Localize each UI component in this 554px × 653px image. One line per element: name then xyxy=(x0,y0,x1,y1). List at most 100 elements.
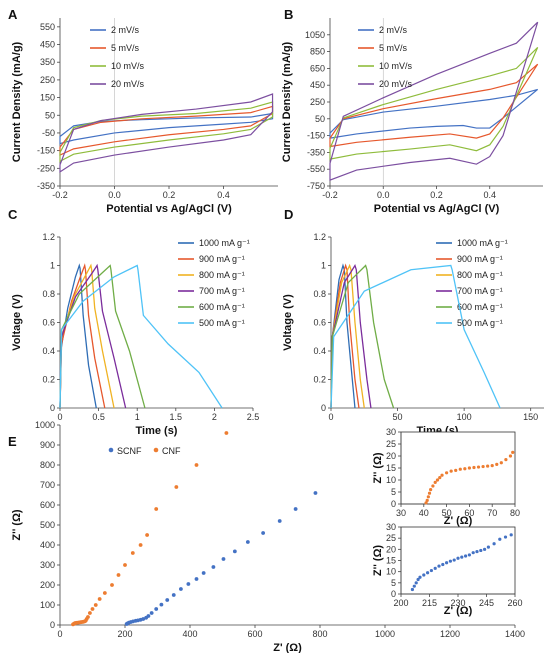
x-axis-title: Z' (Ω) xyxy=(444,605,473,617)
data-point-cnf xyxy=(93,603,98,607)
legend-label: 900 mA g⁻¹ xyxy=(457,254,503,264)
plot-frame xyxy=(400,526,516,595)
x-tick-label: 2 xyxy=(212,412,217,422)
cv-curve-3 xyxy=(329,21,539,181)
y-tick-label: 0.6 xyxy=(42,318,55,328)
x-tick-label: 60 xyxy=(464,508,474,518)
gcd-curve-5 xyxy=(59,264,223,409)
data-point-scnf xyxy=(221,557,226,561)
y-tick-label: 350 xyxy=(40,57,55,67)
y-tick-label: 850 xyxy=(310,47,325,57)
data-point-cnf xyxy=(138,543,143,547)
x-tick-label: 1000 xyxy=(375,629,395,639)
y-tick-label: 0.4 xyxy=(42,346,55,356)
x-axis-title: Potential vs Ag/AgCl (V) xyxy=(374,203,500,215)
y-tick-label: -750 xyxy=(307,181,325,191)
legend-label: 2 mV/s xyxy=(379,25,408,35)
data-point-scnf xyxy=(194,577,199,581)
x-tick-label: 0.0 xyxy=(377,190,390,200)
data-point-cnf xyxy=(194,463,199,467)
inset-data-point xyxy=(418,575,422,579)
y-tick-label: 5 xyxy=(391,578,396,588)
inset-data-point xyxy=(414,581,418,585)
y-tick-label: -350 xyxy=(307,147,325,157)
x-axis-title: Z' (Ω) xyxy=(444,515,473,527)
legend-marker xyxy=(108,447,114,453)
x-tick-label: 0.2 xyxy=(430,190,443,200)
data-point-cnf xyxy=(97,597,102,601)
panel-a: A -0.2 0.0 0.2 0.4 -350 -250 -150 -50 50 150 250 350… xyxy=(8,7,278,215)
y-tick-label: 250 xyxy=(40,75,55,85)
data-point-cnf xyxy=(123,563,127,567)
x-tick-label: -0.2 xyxy=(322,190,338,200)
x-tick-label: 245 xyxy=(479,598,494,608)
y-tick-label: 0 xyxy=(391,499,396,509)
legend-label: 1000 mA g⁻¹ xyxy=(199,238,250,248)
x-tick-label: 1400 xyxy=(505,629,525,639)
data-point-cnf xyxy=(130,551,135,555)
inset-data-point xyxy=(422,573,426,577)
inset-data-point xyxy=(454,468,458,472)
x-tick-label: 0.0 xyxy=(108,190,121,200)
inset-data-point xyxy=(464,554,468,558)
x-axis-title: Time (s) xyxy=(136,425,178,437)
inset-data-point xyxy=(499,461,503,465)
x-tick-label: 200 xyxy=(393,598,408,608)
data-point-cnf xyxy=(86,615,90,619)
x-tick-label: 2.5 xyxy=(247,412,260,422)
x-tick-label: 0 xyxy=(57,629,62,639)
inset-data-point xyxy=(458,467,462,471)
y-axis-title: Z'' (Ω) xyxy=(372,452,384,483)
y-axis-title: Voltage (V) xyxy=(282,294,294,351)
inset-data-point xyxy=(467,553,471,557)
legend-label: 20 mV/s xyxy=(379,79,413,89)
inset-data-point xyxy=(437,564,441,568)
inset-data-point xyxy=(490,464,494,468)
gcd-curve-4 xyxy=(330,264,395,409)
inset-data-point xyxy=(426,571,430,575)
legend-label: 500 mA g⁻¹ xyxy=(457,318,503,328)
inset-data-point xyxy=(503,535,508,539)
y-tick-label: -150 xyxy=(307,131,325,141)
inset-data-point xyxy=(449,469,453,473)
inset-data-point xyxy=(492,542,496,546)
y-tick-label: 150 xyxy=(40,93,55,103)
y-tick-label: 550 xyxy=(40,22,55,32)
x-tick-label: 600 xyxy=(247,629,262,639)
inset-data-point xyxy=(509,533,513,537)
x-tick-label: 215 xyxy=(422,598,437,608)
y-tick-label: 20 xyxy=(386,544,396,554)
legend-label: 700 mA g⁻¹ xyxy=(457,286,503,296)
inset-data-point xyxy=(441,562,445,567)
y-tick-label: 15 xyxy=(386,556,396,566)
cv-curve-1 xyxy=(329,63,539,148)
y-tick-label: 0 xyxy=(391,589,396,599)
y-tick-label: -150 xyxy=(37,146,55,156)
inset-data-point xyxy=(508,454,513,458)
data-point-scnf xyxy=(186,582,191,586)
y-tick-label: 600 xyxy=(40,500,55,510)
legend-label: SCNF xyxy=(117,446,142,456)
y-tick-label: -550 xyxy=(307,164,325,174)
inset-data-point xyxy=(410,587,414,592)
y-tick-label: 50 xyxy=(45,110,55,120)
x-tick-label: 230 xyxy=(450,598,465,608)
legend-label: 10 mV/s xyxy=(111,61,145,71)
y-tick-label: 900 xyxy=(40,440,55,450)
x-tick-label: 0 xyxy=(57,412,62,422)
data-point-cnf xyxy=(154,507,159,511)
x-tick-label: -0.2 xyxy=(52,190,68,200)
y-tick-label: 50 xyxy=(315,114,325,124)
inset-data-point xyxy=(486,464,490,468)
x-tick-label: 100 xyxy=(457,412,472,422)
inset-data-point xyxy=(511,450,515,454)
y-tick-label: 0 xyxy=(50,620,55,630)
inset-data-point xyxy=(448,559,452,563)
data-point-cnf xyxy=(174,485,179,489)
x-tick-label: 1 xyxy=(135,412,140,422)
inset-data-point xyxy=(467,466,471,470)
y-tick-label: 20 xyxy=(386,451,396,461)
data-point-cnf xyxy=(102,591,107,595)
cv-curve-0 xyxy=(329,88,539,139)
